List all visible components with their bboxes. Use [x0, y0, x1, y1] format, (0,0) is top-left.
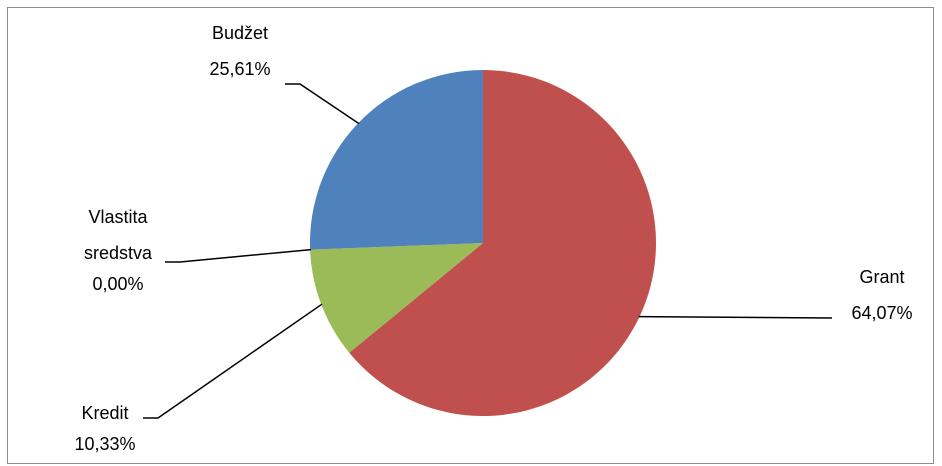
- leader-line-vlastita-sredstva: [165, 248, 312, 263]
- leader-line-bud-et: [285, 83, 360, 125]
- data-label-vlastita-value: 0,00%: [92, 274, 143, 294]
- data-label-budzet-name: Budžet: [212, 23, 268, 43]
- data-label-vlastita-line1: Vlastita: [88, 207, 148, 227]
- leader-line-kredit: [143, 303, 323, 419]
- data-label-kredit-value: 10,33%: [74, 434, 135, 454]
- pie-slices: [309, 70, 656, 417]
- leader-lines: [143, 83, 833, 419]
- pie-slice-kredit: [310, 243, 483, 353]
- pie-slice-bud-et: [309, 70, 483, 250]
- data-label-grant-value: 64,07%: [851, 303, 912, 323]
- pie-slice-grant: [349, 70, 656, 417]
- data-label-grant-name: Grant: [859, 267, 904, 287]
- data-label-vlastita-line2: sredstva: [84, 243, 153, 263]
- data-label-kredit-name: Kredit: [81, 403, 128, 423]
- leader-line-grant: [638, 315, 833, 319]
- data-label-budzet-value: 25,61%: [209, 59, 270, 79]
